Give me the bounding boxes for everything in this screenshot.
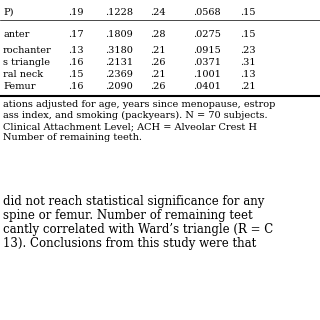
Text: Number of remaining teeth.: Number of remaining teeth. bbox=[3, 133, 142, 142]
Text: .21: .21 bbox=[150, 70, 166, 79]
Text: .16: .16 bbox=[68, 82, 84, 91]
Text: spine or femur. Number of remaining teet: spine or femur. Number of remaining teet bbox=[3, 209, 252, 222]
Text: anter: anter bbox=[3, 30, 29, 39]
Text: .3180: .3180 bbox=[105, 46, 133, 55]
Text: P): P) bbox=[3, 8, 13, 17]
Text: ass index, and smoking (packyears). N = 70 subjects.: ass index, and smoking (packyears). N = … bbox=[3, 111, 268, 120]
Text: .21: .21 bbox=[150, 46, 166, 55]
Text: .1809: .1809 bbox=[105, 30, 133, 39]
Text: cantly correlated with Ward’s triangle (R = C: cantly correlated with Ward’s triangle (… bbox=[3, 223, 273, 236]
Text: .28: .28 bbox=[150, 30, 165, 39]
Text: .31: .31 bbox=[240, 58, 256, 67]
Text: .13: .13 bbox=[240, 70, 256, 79]
Text: .0275: .0275 bbox=[193, 30, 221, 39]
Text: .23: .23 bbox=[240, 46, 256, 55]
Text: .26: .26 bbox=[150, 58, 165, 67]
Text: .2131: .2131 bbox=[105, 58, 133, 67]
Text: 13). Conclusions from this study were that: 13). Conclusions from this study were th… bbox=[3, 237, 256, 250]
Text: s triangle: s triangle bbox=[3, 58, 50, 67]
Text: ral neck: ral neck bbox=[3, 70, 43, 79]
Text: .0568: .0568 bbox=[193, 8, 220, 17]
Text: .26: .26 bbox=[150, 82, 165, 91]
Text: .15: .15 bbox=[240, 30, 255, 39]
Text: Clinical Attachment Level; ACH = Alveolar Crest H: Clinical Attachment Level; ACH = Alveola… bbox=[3, 122, 257, 131]
Text: .19: .19 bbox=[68, 8, 84, 17]
Text: Femur: Femur bbox=[3, 82, 36, 91]
Text: .15: .15 bbox=[240, 8, 255, 17]
Text: .0371: .0371 bbox=[193, 58, 221, 67]
Text: .1228: .1228 bbox=[105, 8, 133, 17]
Text: .2369: .2369 bbox=[105, 70, 133, 79]
Text: .13: .13 bbox=[68, 46, 84, 55]
Text: .16: .16 bbox=[68, 58, 84, 67]
Text: .0401: .0401 bbox=[193, 82, 221, 91]
Text: rochanter: rochanter bbox=[3, 46, 52, 55]
Text: ations adjusted for age, years since menopause, estrop: ations adjusted for age, years since men… bbox=[3, 100, 276, 109]
Text: .24: .24 bbox=[150, 8, 166, 17]
Text: .2090: .2090 bbox=[105, 82, 133, 91]
Text: .21: .21 bbox=[240, 82, 256, 91]
Text: .17: .17 bbox=[68, 30, 84, 39]
Text: .15: .15 bbox=[68, 70, 84, 79]
Text: .1001: .1001 bbox=[193, 70, 221, 79]
Text: did not reach statistical significance for any: did not reach statistical significance f… bbox=[3, 195, 264, 208]
Text: .0915: .0915 bbox=[193, 46, 221, 55]
